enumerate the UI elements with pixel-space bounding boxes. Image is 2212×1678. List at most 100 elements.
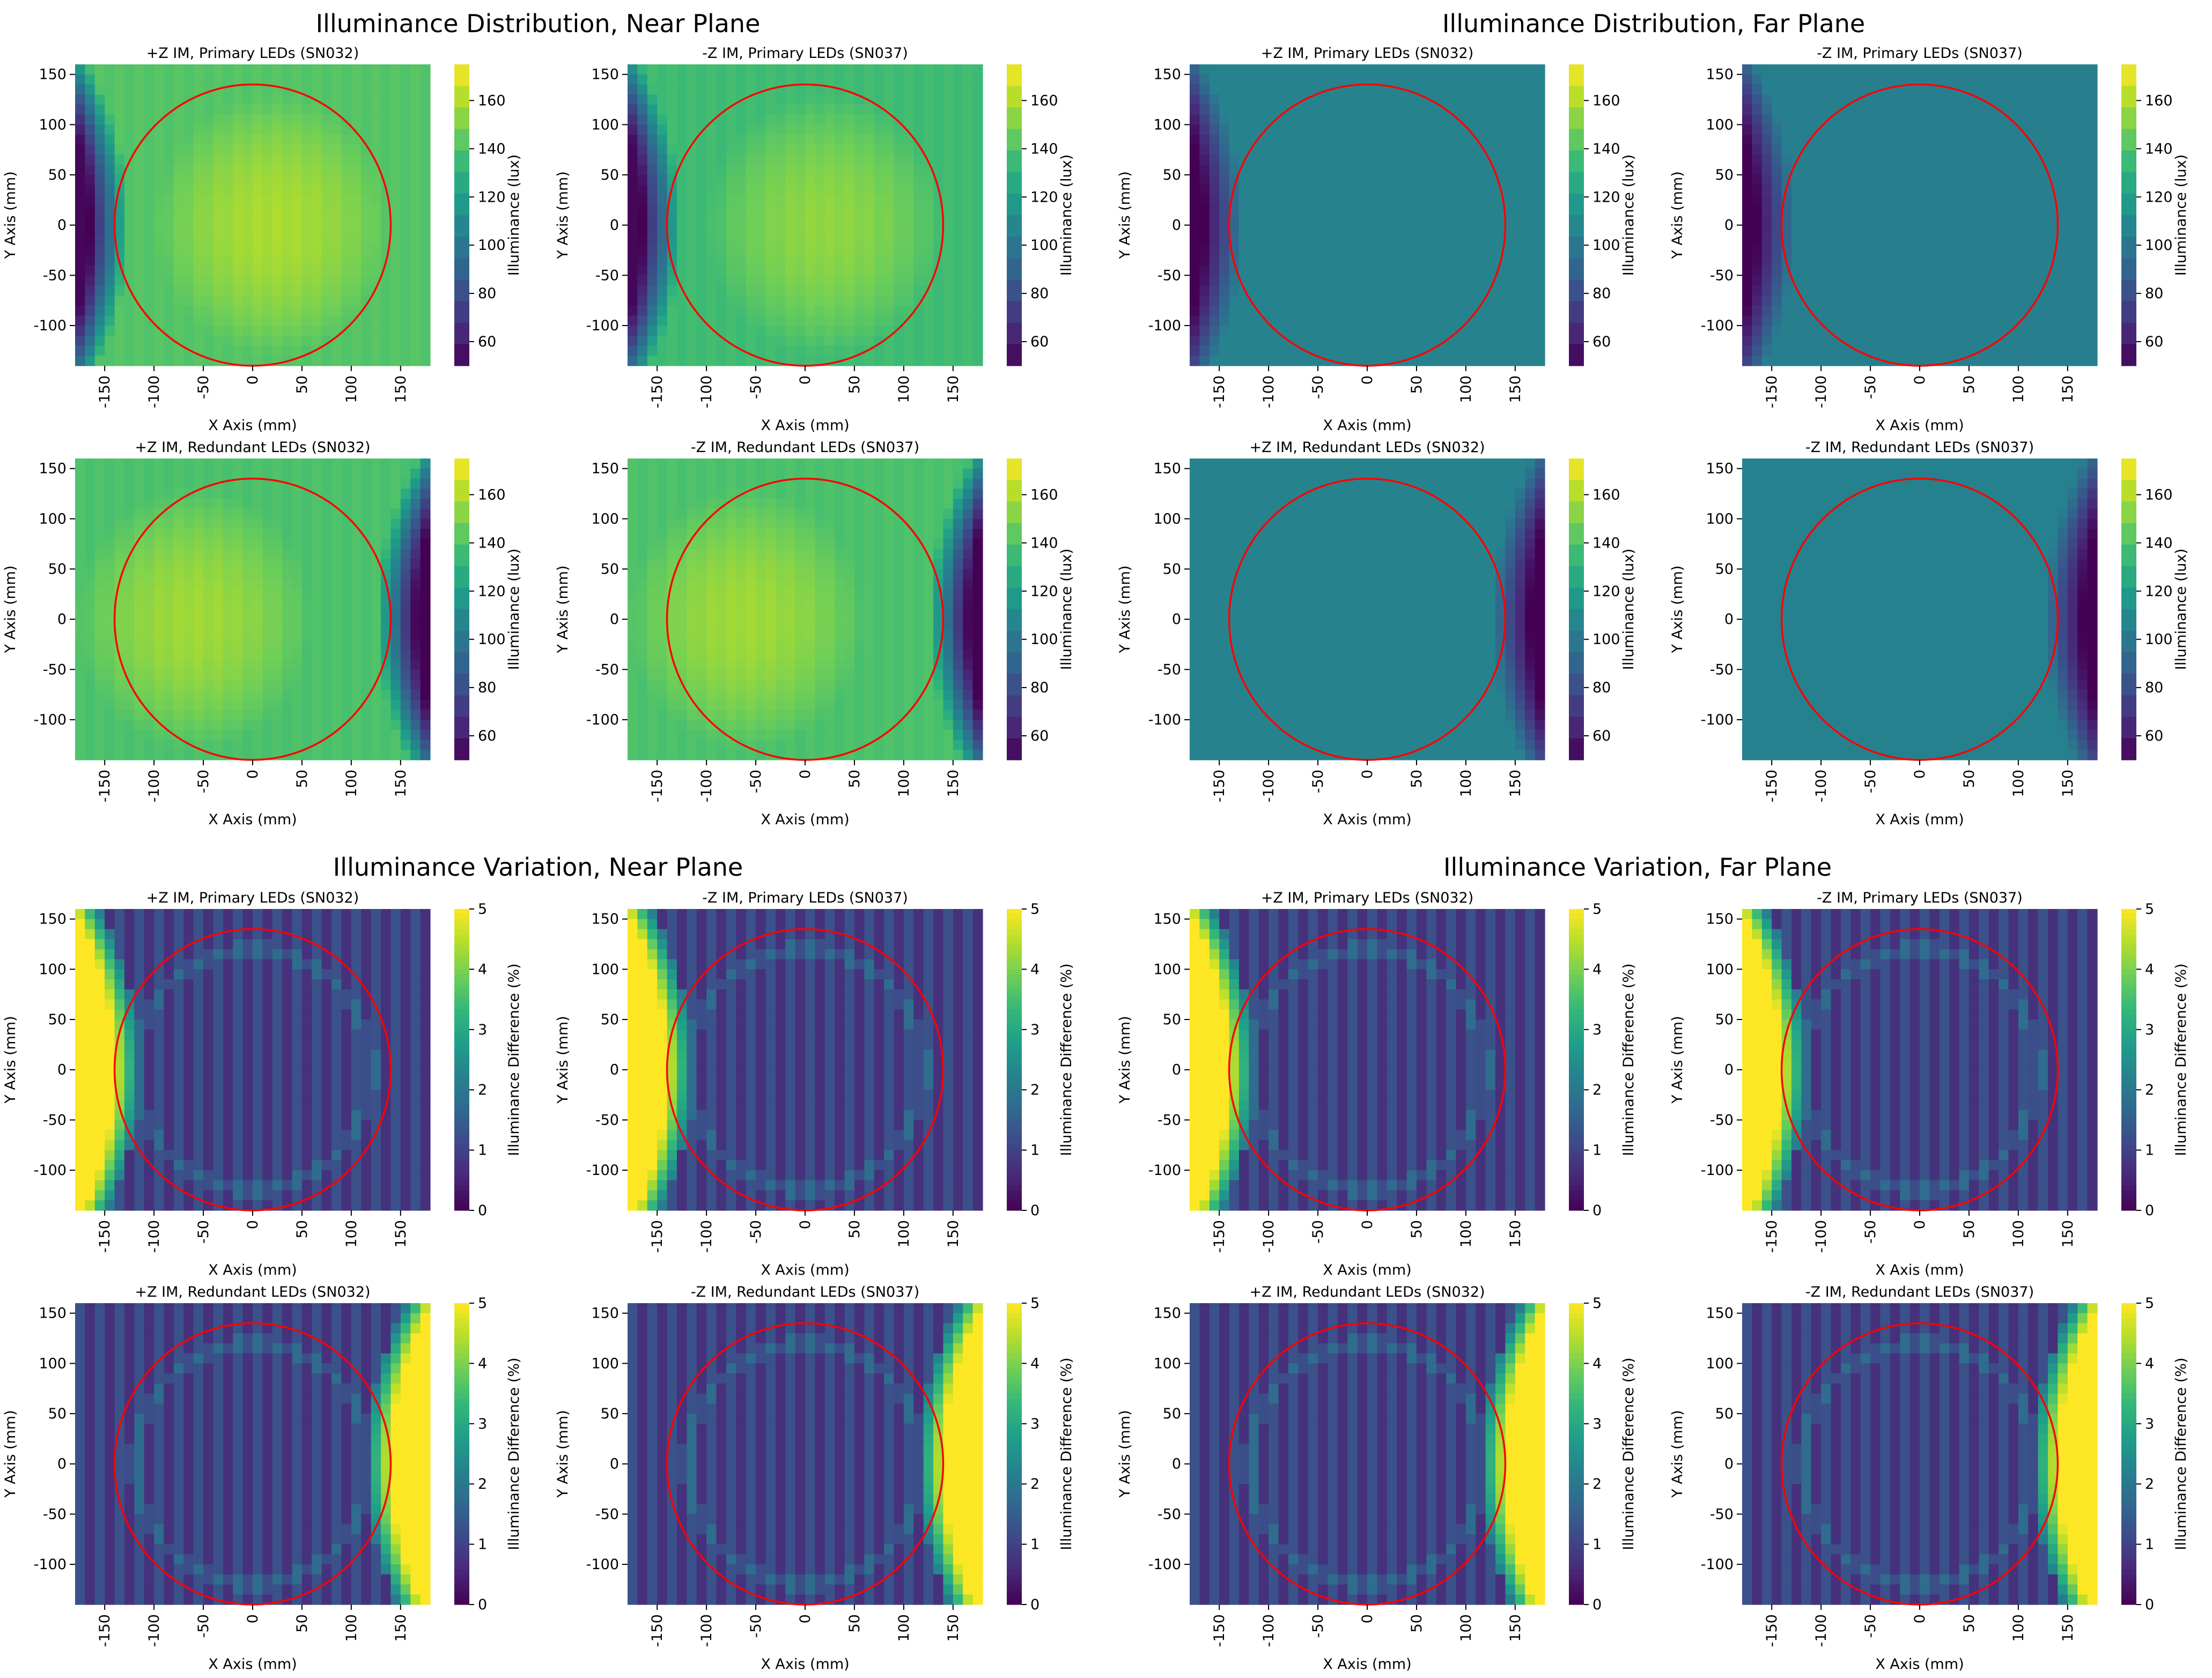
- heatmap-cell: [2028, 326, 2039, 336]
- heatmap-cell: [321, 459, 332, 469]
- heatmap-cell: [94, 205, 105, 216]
- heatmap-cell: [2008, 345, 2019, 356]
- heatmap-cell: [233, 305, 244, 316]
- heatmap-cell: [647, 184, 658, 196]
- heatmap-cell: [1880, 305, 1891, 316]
- heatmap-cell: [1495, 275, 1506, 286]
- heatmap-cell: [193, 235, 204, 246]
- heatmap-cell: [400, 498, 411, 509]
- heatmap-cell: [154, 255, 165, 266]
- heatmap-cell: [1999, 74, 2009, 85]
- heatmap-cell: [696, 94, 707, 105]
- heatmap-cell: [1968, 144, 1979, 156]
- heatmap-cell: [1465, 104, 1476, 115]
- heatmap-cell: [1890, 154, 1900, 165]
- heatmap-cell: [420, 154, 431, 165]
- heatmap-cell: [301, 184, 312, 196]
- heatmap-cell: [1318, 165, 1329, 175]
- heatmap-cell: [1387, 74, 1397, 85]
- heatmap-cell: [963, 64, 974, 75]
- heatmap-cell: [1258, 94, 1269, 105]
- heatmap-cell: [381, 225, 392, 236]
- heatmap-cell: [1190, 265, 1200, 276]
- heatmap-cell: [943, 114, 954, 125]
- heatmap-cell: [1278, 265, 1289, 276]
- heatmap-cell: [164, 154, 174, 165]
- heatmap-cell: [1860, 235, 1871, 246]
- heatmap-cell: [1781, 215, 1792, 226]
- heatmap-cell: [1959, 245, 1970, 256]
- heatmap-cell: [1199, 94, 1210, 105]
- heatmap-cell: [1742, 124, 1752, 135]
- x-tick-label: -100: [1813, 375, 1830, 408]
- heatmap-cell: [1318, 245, 1329, 256]
- heatmap-cell: [272, 245, 283, 256]
- heatmap-cell: [1939, 74, 1950, 85]
- heatmap-cell: [75, 64, 85, 75]
- heatmap-cell: [400, 538, 411, 550]
- heatmap-cell: [1328, 74, 1338, 85]
- heatmap-cell: [1968, 285, 1979, 296]
- heatmap-cell: [242, 559, 253, 570]
- heatmap-cell: [647, 265, 658, 276]
- heatmap-cell: [223, 74, 233, 85]
- heatmap-cell: [696, 64, 707, 75]
- heatmap-cell: [114, 489, 125, 499]
- heatmap-cell: [312, 508, 322, 519]
- heatmap-cell: [1752, 114, 1763, 125]
- heatmap-cell: [687, 345, 697, 356]
- heatmap-cell: [2018, 295, 2029, 306]
- heatmap-cell: [114, 468, 125, 479]
- heatmap-cell: [1920, 225, 1930, 236]
- heatmap-cell: [874, 124, 884, 135]
- heatmap-cell: [2087, 215, 2098, 226]
- heatmap-cell: [657, 74, 668, 85]
- heatmap-cell: [410, 135, 421, 145]
- heatmap-cell: [164, 135, 174, 145]
- heatmap-cell: [124, 265, 135, 276]
- heatmap-cell: [105, 165, 115, 175]
- heatmap-cell: [1229, 326, 1240, 336]
- heatmap-cell: [835, 275, 845, 286]
- heatmap-cell: [884, 326, 895, 336]
- heatmap-cell: [282, 74, 293, 85]
- heatmap-cell: [1525, 84, 1536, 95]
- heatmap-cell: [1416, 154, 1427, 165]
- heatmap-cell: [1495, 74, 1506, 85]
- heatmap-cell: [2087, 255, 2098, 266]
- heatmap-cell: [696, 84, 707, 95]
- heatmap-cell: [628, 255, 638, 266]
- heatmap-cell: [746, 245, 756, 256]
- heatmap-cell: [1357, 255, 1368, 266]
- heatmap-cell: [410, 285, 421, 296]
- heatmap-cell: [1416, 255, 1427, 266]
- heatmap-cell: [1426, 175, 1437, 186]
- heatmap-cell: [1811, 135, 1822, 145]
- heatmap-cell: [687, 205, 697, 216]
- heatmap-cell: [736, 205, 747, 216]
- heatmap-cell: [637, 305, 648, 316]
- heatmap-cell: [1229, 154, 1240, 165]
- heatmap-cell: [1890, 114, 1900, 125]
- heatmap-cell: [1416, 265, 1427, 276]
- heatmap-cell: [282, 104, 293, 115]
- heatmap-cell: [835, 165, 845, 175]
- colorbar-segment: [2121, 64, 2136, 86]
- heatmap-cell: [874, 215, 884, 226]
- heatmap-cell: [94, 326, 105, 336]
- heatmap-cell: [1900, 315, 1911, 326]
- heatmap-cell: [233, 235, 244, 246]
- heatmap-cell: [321, 508, 332, 519]
- heatmap-cell: [1476, 114, 1486, 125]
- heatmap-cell: [736, 144, 747, 156]
- heatmap-cell: [1288, 345, 1299, 356]
- heatmap-cell: [972, 215, 983, 226]
- heatmap-cell: [272, 345, 283, 356]
- heatmap-cell: [1840, 205, 1851, 216]
- heatmap-cell: [2038, 114, 2048, 125]
- heatmap-cell: [1535, 84, 1545, 95]
- heatmap-cell: [1999, 64, 2009, 75]
- heatmap-cell: [1308, 195, 1318, 205]
- heatmap-cell: [361, 235, 372, 246]
- heatmap-cell: [400, 184, 411, 196]
